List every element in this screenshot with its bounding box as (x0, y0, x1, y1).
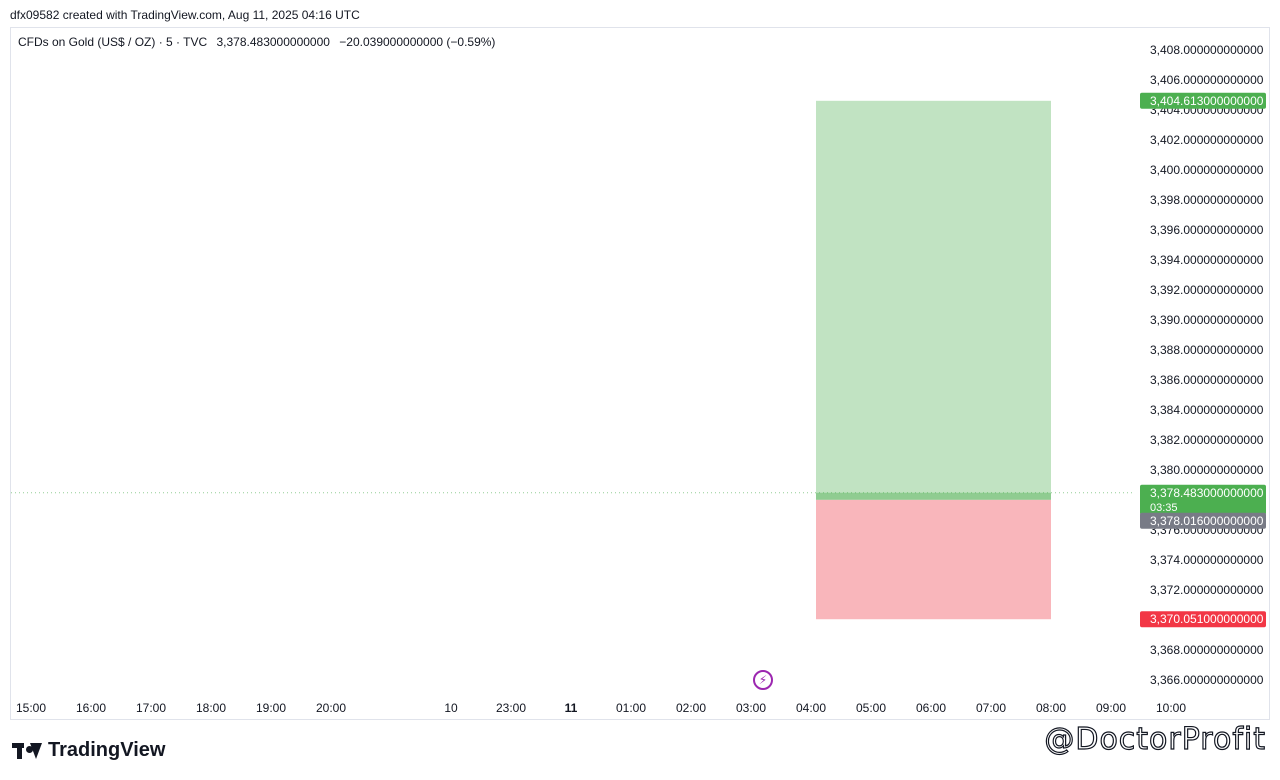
author-watermark: @DoctorProfit (1044, 721, 1266, 757)
y-tick-label: 3,382.000000000000 (1150, 433, 1264, 447)
y-tick-label: 3,406.000000000000 (1150, 73, 1264, 87)
x-tick-label: 10:00 (1156, 701, 1186, 715)
chart-credit: dfx09582 created with TradingView.com, A… (10, 8, 360, 22)
x-tick-label: 04:00 (796, 701, 826, 715)
stop-loss-label-text: 3,370.051000000000 (1150, 612, 1264, 626)
last-price-label-bg (1140, 484, 1266, 515)
y-tick-label: 3,384.000000000000 (1150, 403, 1264, 417)
y-tick-label: 3,392.000000000000 (1150, 283, 1264, 297)
entry-label: 3,378.016000000000 (1140, 512, 1266, 529)
tradingview-logo: TradingView (12, 739, 165, 762)
take-profit-zone (816, 100, 1051, 500)
last-price-label-text: 3,378.483000000000 (1150, 486, 1264, 500)
y-tick-label: 3,402.000000000000 (1150, 133, 1264, 147)
symbol-price: 3,378.483000000000 (216, 35, 330, 49)
symbol-name: CFDs on Gold (US$ / OZ) · 5 · TVC (18, 35, 208, 49)
last-price-label-countdown: 03:35 (1150, 502, 1178, 514)
take-profit-label-text: 3,404.613000000000 (1150, 94, 1264, 108)
y-tick-label: 3,390.000000000000 (1150, 313, 1264, 327)
x-tick-label: 05:00 (856, 701, 886, 715)
x-tick-label: 23:00 (496, 701, 526, 715)
entry-label-text: 3,378.016000000000 (1150, 514, 1264, 528)
x-tick-label: 02:00 (676, 701, 706, 715)
x-tick-label: 19:00 (256, 701, 286, 715)
y-tick-label: 3,394.000000000000 (1150, 253, 1264, 267)
x-tick-label: 01:00 (616, 701, 646, 715)
take-profit-label-bg (1140, 92, 1266, 109)
x-tick-label: 03:00 (736, 701, 766, 715)
lightning-icon[interactable]: ⚡ (753, 670, 773, 690)
y-tick-label: 3,380.000000000000 (1150, 463, 1264, 477)
y-tick-label: 3,372.000000000000 (1150, 583, 1264, 597)
y-tick-label: 3,396.000000000000 (1150, 223, 1264, 237)
last-price-label: 3,378.483000000000 03:35 (1140, 484, 1266, 515)
x-tick-label: 06:00 (916, 701, 946, 715)
y-tick-label: 3,368.000000000000 (1150, 643, 1264, 657)
x-tick-label: 15:00 (16, 701, 46, 715)
x-tick-label: 18:00 (196, 701, 226, 715)
x-tick-label: 09:00 (1096, 701, 1126, 715)
stop-loss-label-bg (1140, 611, 1266, 628)
x-tick-label: 11 (565, 701, 578, 715)
brand-name: TradingView (48, 739, 166, 761)
stop-loss-zone (816, 499, 1051, 620)
x-tick-label: 17:00 (136, 701, 166, 715)
stop-loss-label: 3,370.051000000000 (1140, 611, 1266, 628)
symbol-legend: CFDs on Gold (US$ / OZ) · 5 · TVC 3,378.… (18, 35, 501, 49)
entry-label-bg (1140, 512, 1266, 529)
tradingview-mark-icon (12, 741, 42, 761)
y-tick-label: 3,366.000000000000 (1150, 673, 1264, 687)
symbol-change: −20.039000000000 (−0.59%) (339, 35, 496, 49)
y-tick-label: 3,388.000000000000 (1150, 343, 1264, 357)
open-pnl-zone (816, 492, 1051, 500)
x-tick-label: 08:00 (1036, 701, 1066, 715)
x-tick-label: 16:00 (76, 701, 106, 715)
take-profit-label: 3,404.613000000000 (1140, 92, 1266, 109)
x-tick-label: 10 (444, 701, 458, 715)
x-tick-label: 07:00 (976, 701, 1006, 715)
y-tick-label: 3,408.000000000000 (1150, 43, 1264, 57)
y-tick-label: 3,400.000000000000 (1150, 163, 1264, 177)
chart-frame (10, 27, 1270, 720)
x-tick-label: 20:00 (316, 701, 346, 715)
y-tick-label: 3,398.000000000000 (1150, 193, 1264, 207)
y-tick-label: 3,386.000000000000 (1150, 373, 1264, 387)
y-tick-label: 3,374.000000000000 (1150, 553, 1264, 567)
